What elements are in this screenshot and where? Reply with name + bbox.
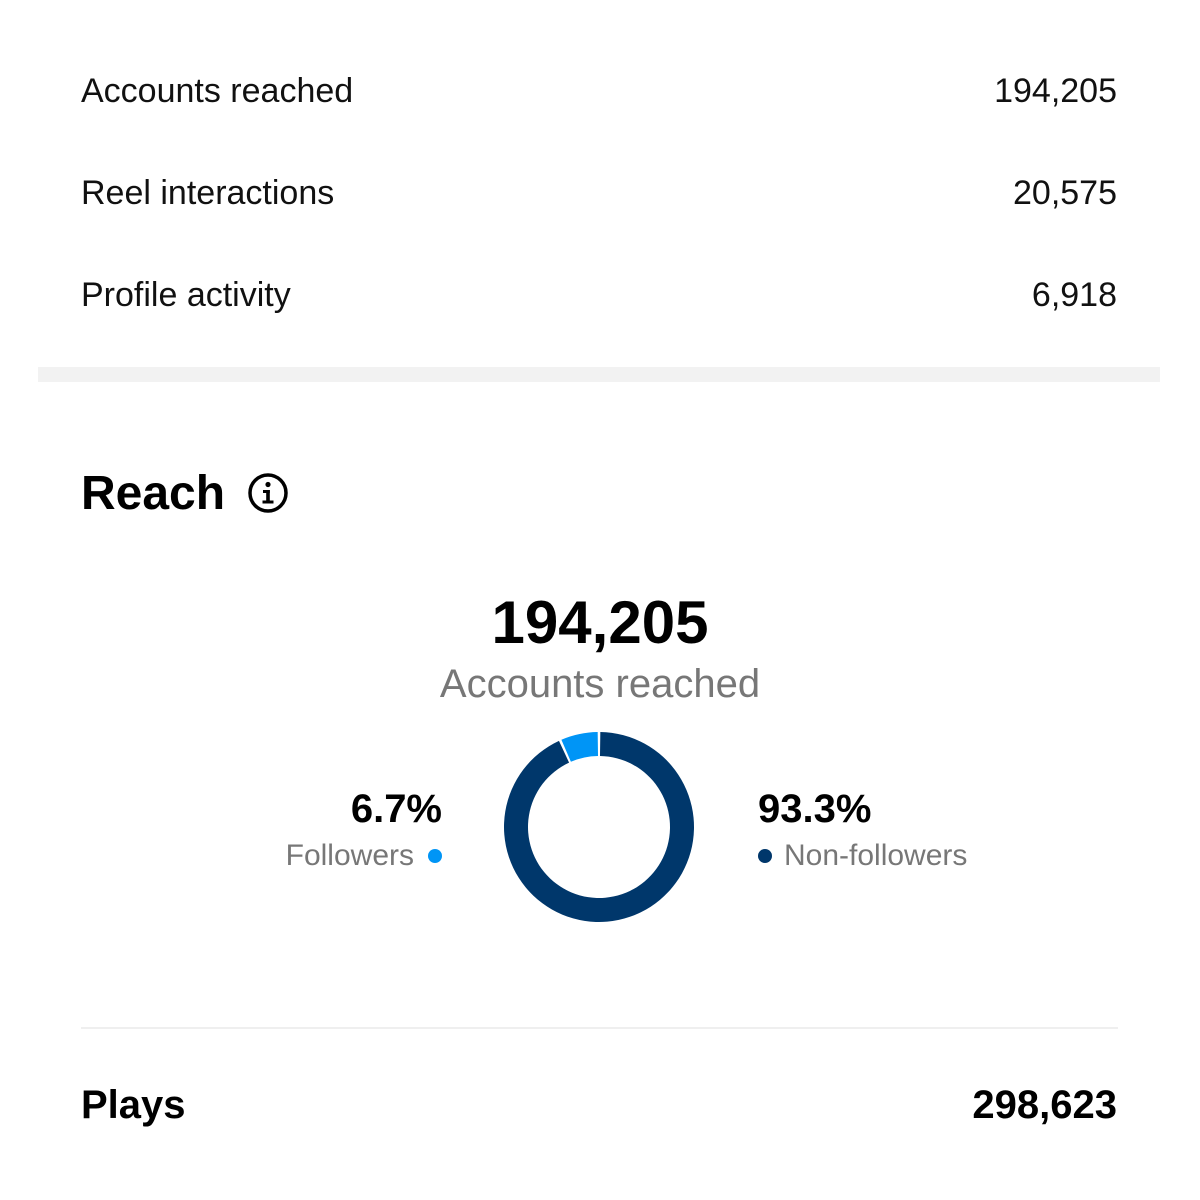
reach-total-label: Accounts reached (439, 662, 761, 706)
legend-followers-label: Followers (285, 839, 414, 872)
bottom-divider (81, 1027, 1118, 1029)
legend-non-followers: 93.3% Non-followers (758, 786, 1058, 876)
plays-label: Plays (81, 1082, 186, 1127)
reach-header: Reach (81, 462, 289, 524)
metric-value: 20,575 (1013, 173, 1117, 212)
metric-label: Accounts reached (81, 71, 354, 110)
legend-non-followers-percent: 93.3% (758, 787, 872, 831)
plays-value: 298,623 (972, 1082, 1117, 1127)
metric-row-accounts-reached[interactable]: Accounts reached 194,205 (81, 61, 1117, 121)
metric-value: 194,205 (994, 71, 1117, 110)
non-followers-dot (758, 849, 772, 863)
legend-followers: 6.7% Followers (220, 786, 442, 876)
metric-row-reel-interactions[interactable]: Reel interactions 20,575 (81, 163, 1117, 223)
section-divider (38, 367, 1160, 382)
metric-value: 6,918 (1031, 275, 1117, 314)
metric-row-profile-activity[interactable]: Profile activity 6,918 (81, 265, 1117, 325)
reach-total: 194,205 (491, 589, 709, 656)
donut-slice-non-followers (503, 732, 694, 923)
plays-row[interactable]: Plays 298,623 (81, 1074, 1117, 1136)
followers-dot (428, 849, 442, 863)
legend-followers-percent: 6.7% (350, 787, 442, 831)
metric-label: Profile activity (81, 275, 291, 314)
legend-non-followers-label: Non-followers (784, 839, 968, 872)
reach-title: Reach (81, 466, 226, 520)
info-icon[interactable] (247, 472, 289, 514)
donut-slice-followers (561, 732, 599, 762)
metric-label: Reel interactions (81, 173, 335, 212)
